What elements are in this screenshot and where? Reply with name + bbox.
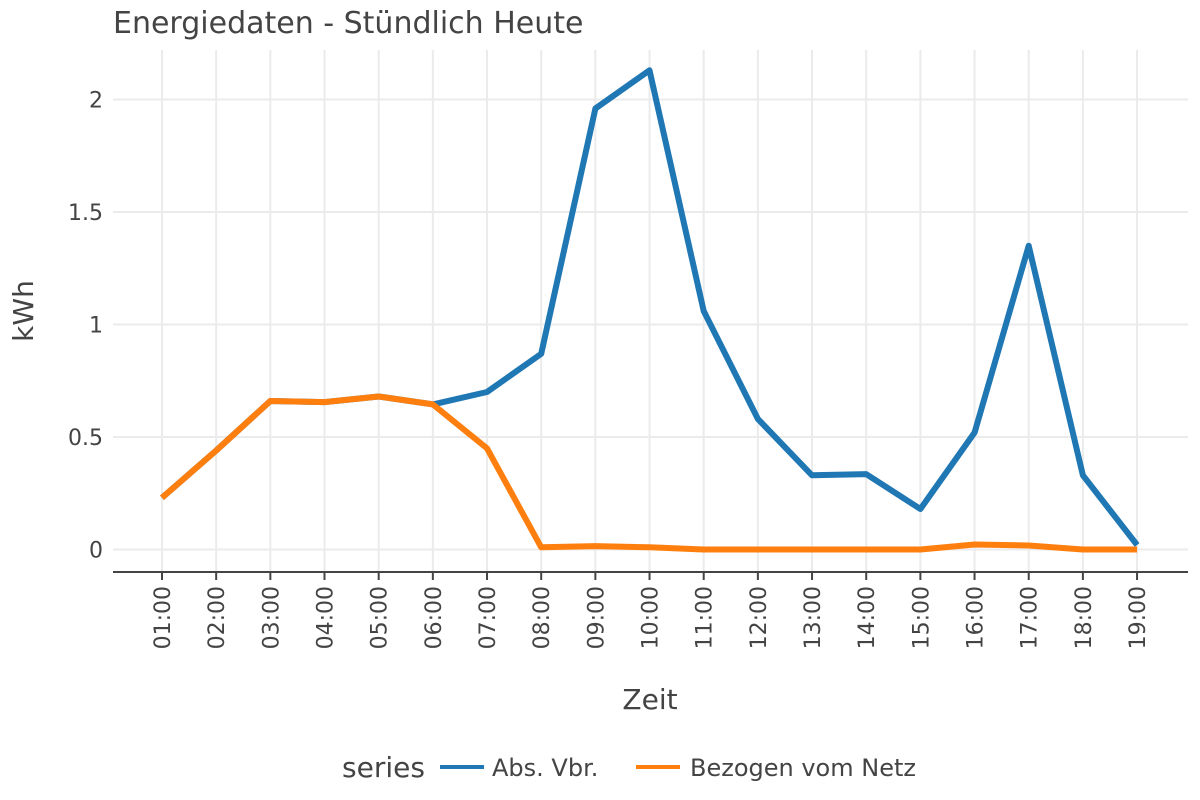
x-tick-label: 08:00 xyxy=(530,586,555,649)
legend-label: Bezogen vom Netz xyxy=(690,754,916,782)
x-axis-label: Zeit xyxy=(622,683,677,716)
x-tick-label: 01:00 xyxy=(151,586,176,649)
x-tick-label: 07:00 xyxy=(476,586,501,649)
y-axis-label: kWh xyxy=(7,280,40,342)
y-tick-labels: 0 0.5 1 1.5 2 xyxy=(68,89,103,564)
x-tick-label: 19:00 xyxy=(1126,586,1151,649)
x-tick-label: 06:00 xyxy=(422,586,447,649)
y-tick-label: 1.5 xyxy=(68,201,103,226)
x-tick-label: 12:00 xyxy=(747,586,772,649)
x-tick-label: 05:00 xyxy=(368,586,393,649)
x-tick-label: 02:00 xyxy=(205,586,230,649)
y-tick-label: 0.5 xyxy=(68,426,103,451)
x-tick-label: 09:00 xyxy=(584,586,609,649)
x-tick-label: 13:00 xyxy=(801,586,826,649)
x-tick-label: 04:00 xyxy=(314,586,339,649)
legend-label: Abs. Vbr. xyxy=(492,754,598,782)
y-tick-label: 1 xyxy=(89,314,103,339)
x-tick-label: 16:00 xyxy=(964,586,989,649)
legend-title: series xyxy=(342,751,425,784)
chart-title: Energiedaten - Stündlich Heute xyxy=(113,6,583,41)
x-tick-label: 10:00 xyxy=(639,586,664,649)
series-line-1 xyxy=(160,393,1138,553)
y-tick-label: 2 xyxy=(89,89,103,114)
x-tick-labels: 01:00 02:00 03:00 04:00 05:00 06:00 07:00 08:00… xyxy=(151,586,1151,649)
x-tick-label: 14:00 xyxy=(855,586,880,649)
y-tick-label: 0 xyxy=(89,539,103,564)
x-tick-label: 15:00 xyxy=(909,586,934,649)
x-tick-label: 17:00 xyxy=(1018,586,1043,649)
x-gridlines xyxy=(161,50,1139,572)
x-tick-label: 03:00 xyxy=(259,586,284,649)
legend: series Abs. Vbr. Bezogen vom Netz xyxy=(342,751,916,784)
x-tick-label: 11:00 xyxy=(693,586,718,649)
x-tick-label: 18:00 xyxy=(1072,586,1097,649)
x-axis xyxy=(113,571,1188,580)
series-lines xyxy=(160,67,1140,553)
